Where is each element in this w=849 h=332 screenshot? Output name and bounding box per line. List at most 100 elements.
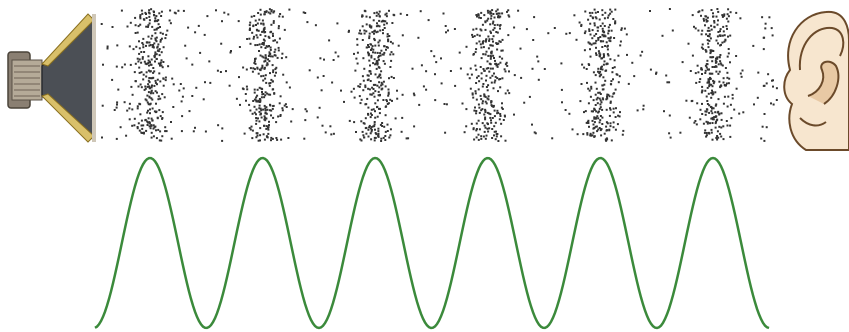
air-particle xyxy=(126,109,129,112)
air-particle xyxy=(378,107,380,110)
air-particle xyxy=(131,108,134,111)
air-particle xyxy=(137,122,140,125)
air-particle xyxy=(376,99,379,102)
air-particle xyxy=(704,15,707,18)
air-particle xyxy=(475,27,478,30)
air-particle xyxy=(154,79,157,82)
air-particle xyxy=(374,116,377,119)
air-particle xyxy=(387,88,390,91)
air-particle xyxy=(371,86,374,89)
air-particle xyxy=(254,44,257,47)
air-particle xyxy=(380,84,383,87)
air-particle xyxy=(262,74,265,77)
air-particle xyxy=(164,130,167,133)
air-particle xyxy=(712,56,715,59)
air-particle xyxy=(367,52,370,55)
air-particle xyxy=(150,117,153,120)
air-particle xyxy=(599,99,602,102)
air-particle xyxy=(444,131,447,134)
air-particle xyxy=(533,16,536,19)
air-particle xyxy=(142,132,145,135)
air-particle xyxy=(331,81,334,84)
air-particle xyxy=(258,101,261,103)
air-particle xyxy=(382,32,384,35)
air-particle xyxy=(268,8,271,11)
air-particle xyxy=(764,22,767,25)
air-particle xyxy=(531,123,533,126)
air-particle xyxy=(599,106,602,109)
air-particle xyxy=(375,60,378,63)
air-particle xyxy=(369,116,372,119)
air-particle xyxy=(723,34,726,37)
air-particle xyxy=(633,75,636,78)
air-particle xyxy=(277,25,280,28)
air-particle xyxy=(148,125,151,128)
air-particle xyxy=(601,57,604,60)
air-particle xyxy=(489,23,492,26)
air-particle xyxy=(461,102,464,105)
air-particle xyxy=(499,86,502,89)
air-particle xyxy=(484,28,487,31)
air-particle xyxy=(145,17,148,19)
air-particle xyxy=(484,111,487,113)
air-particle xyxy=(487,54,490,57)
air-particle xyxy=(617,114,620,117)
air-particle xyxy=(204,130,207,133)
air-particle xyxy=(154,90,157,93)
air-particle xyxy=(601,22,604,25)
air-particle xyxy=(248,103,251,106)
air-particle xyxy=(316,76,319,79)
air-particle xyxy=(260,22,263,25)
air-particle xyxy=(497,63,500,66)
air-particle xyxy=(711,138,714,141)
air-particle xyxy=(269,31,272,34)
air-particle xyxy=(139,103,142,106)
air-particle xyxy=(359,29,361,32)
air-particle xyxy=(262,79,265,82)
air-particle xyxy=(727,8,730,11)
air-particle xyxy=(220,42,223,45)
air-particle xyxy=(380,20,383,23)
air-particle xyxy=(610,139,613,142)
air-particle xyxy=(150,89,153,92)
air-particle xyxy=(741,69,744,72)
air-particle xyxy=(604,138,607,141)
air-particle xyxy=(520,76,523,79)
air-particle xyxy=(711,93,714,96)
speaker-coil xyxy=(11,59,43,101)
air-particle xyxy=(712,118,715,121)
air-particle xyxy=(735,55,738,57)
air-particle xyxy=(598,97,601,100)
air-particle xyxy=(605,69,608,72)
air-particle xyxy=(262,38,265,41)
air-particle xyxy=(137,60,140,63)
air-particle xyxy=(480,57,483,60)
air-particle xyxy=(374,51,377,54)
air-particle xyxy=(151,119,154,122)
air-particle xyxy=(373,95,376,98)
air-particle xyxy=(605,108,608,111)
air-particle xyxy=(705,108,708,111)
air-particle xyxy=(517,9,520,12)
air-particle xyxy=(688,116,691,119)
air-particle xyxy=(492,104,495,107)
air-particle xyxy=(217,124,220,127)
air-particle xyxy=(128,102,131,105)
air-particle xyxy=(379,76,382,79)
air-particle xyxy=(268,120,270,123)
air-particle xyxy=(150,86,153,89)
air-particle xyxy=(275,66,278,69)
air-particle xyxy=(717,19,719,22)
air-particle xyxy=(487,98,490,101)
air-particle xyxy=(493,57,495,59)
air-particle xyxy=(595,17,598,20)
air-particle xyxy=(255,24,257,26)
air-particle xyxy=(597,67,600,70)
air-particle xyxy=(147,79,150,82)
air-particle xyxy=(484,116,487,119)
air-particle xyxy=(275,71,277,74)
air-particle xyxy=(367,113,370,116)
air-particle xyxy=(257,139,260,142)
air-particle xyxy=(145,25,148,28)
air-particle xyxy=(641,50,644,53)
